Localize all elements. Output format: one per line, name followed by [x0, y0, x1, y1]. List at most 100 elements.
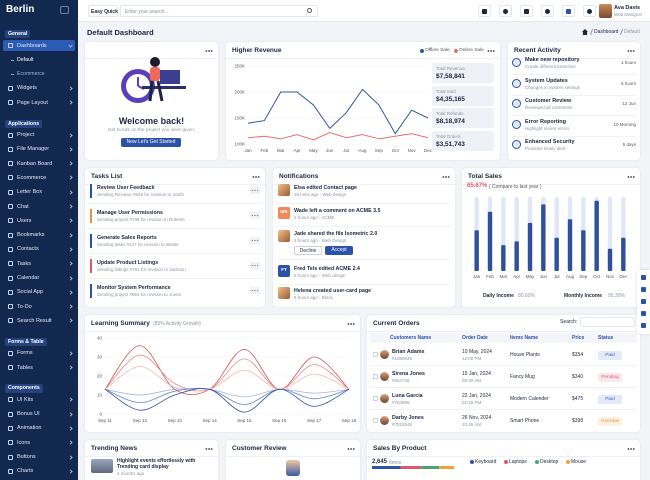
home-icon	[582, 29, 588, 35]
menu-item[interactable]: Widgets	[17, 85, 37, 92]
customer-name: Darby Jones	[392, 415, 424, 421]
user-avatar	[599, 4, 612, 18]
customer-id: #1089545	[392, 356, 413, 361]
menu-dots[interactable]	[627, 448, 635, 450]
menu-item[interactable]: Ecommerce	[17, 174, 47, 181]
menu-dots[interactable]	[252, 176, 260, 178]
x-tick-label: Mar	[499, 274, 507, 279]
chart: 0 10 20 30 40 Sep 11 Sep 12 Sep 13 Sep 14 Sep 15 S…	[97, 336, 357, 424]
activity-divider	[512, 135, 636, 137]
x-tick-label: Jun	[540, 274, 548, 279]
checkbox[interactable]	[373, 352, 378, 357]
action-button[interactable]: Decline	[294, 246, 322, 255]
menu-dots[interactable]	[627, 50, 635, 52]
order-date: 15 Jan, 2024	[462, 371, 491, 377]
welcome-text: Get to lurk on the project you were give…	[107, 128, 196, 133]
card-title: Trending News	[91, 445, 138, 452]
menu-item[interactable]: Kanban Board	[17, 160, 53, 167]
menu-item[interactable]: To-Do	[17, 303, 32, 310]
y-tick-label: 250K	[234, 64, 245, 69]
icon-glyph	[503, 8, 508, 14]
stat-label: Total Sold	[436, 88, 456, 94]
task-menu[interactable]	[250, 262, 260, 269]
bar-segment	[439, 466, 454, 469]
menu-item[interactable]: Bonus UI	[17, 411, 40, 418]
menu-dots[interactable]	[347, 448, 355, 450]
quick-menu[interactable]	[88, 5, 118, 17]
menu-item[interactable]: Users	[17, 217, 32, 224]
menu-item[interactable]: Contacts	[17, 246, 39, 253]
menu-dots[interactable]	[442, 176, 450, 178]
activity-icon	[512, 99, 521, 108]
menu-dots[interactable]	[487, 50, 495, 52]
menu-item[interactable]: Dashboards	[17, 42, 47, 49]
y-tick-label: 10	[97, 393, 103, 398]
menu-item[interactable]: Calendar	[17, 275, 40, 281]
collapse-button[interactable]	[60, 6, 69, 14]
welcome-button[interactable]: New Let's Get Started	[121, 138, 181, 147]
card-divider	[508, 58, 640, 59]
bar-segment	[372, 466, 401, 469]
menu-item[interactable]: Chat	[17, 203, 29, 210]
menu-item[interactable]: Tasks	[17, 260, 32, 267]
task-menu[interactable]	[250, 212, 260, 219]
menu-icon	[8, 43, 13, 48]
menu-dots[interactable]	[205, 50, 213, 52]
header-icon[interactable]	[583, 5, 596, 17]
header-icon[interactable]	[562, 5, 575, 17]
search-input[interactable]	[580, 317, 635, 327]
menu-item[interactable]: Social App	[17, 289, 43, 296]
task-menu[interactable]	[250, 237, 260, 244]
toolbar-icon[interactable]	[641, 311, 646, 316]
submenu-item[interactable]: Ecommerce	[17, 71, 45, 78]
x-tick-label: Apr	[294, 148, 302, 153]
menu-item[interactable]: Buttons	[17, 454, 36, 460]
header-icon[interactable]	[499, 5, 512, 17]
checkbox[interactable]	[373, 418, 378, 423]
customer-name: Brian Adams	[392, 349, 425, 355]
task-text: Sending project #564 for revision to Jon…	[97, 291, 182, 297]
avatar	[278, 184, 290, 196]
header-icon[interactable]	[478, 5, 491, 17]
breadcrumb-item[interactable]: Dashboard	[594, 29, 619, 35]
menu-item[interactable]: UI Kits	[17, 396, 34, 403]
avatar-initials: MS	[278, 207, 290, 219]
menu-item[interactable]: Animation	[17, 425, 42, 432]
checkbox[interactable]	[373, 374, 378, 379]
menu-item[interactable]: File Manager	[17, 146, 50, 153]
menu-item[interactable]: Charts	[17, 468, 34, 475]
search-box[interactable]	[120, 5, 318, 17]
menu-dots[interactable]	[347, 323, 355, 325]
menu-item[interactable]: Page Layout	[17, 99, 48, 106]
menu-icon	[8, 175, 13, 181]
notification-divider	[276, 284, 452, 285]
breadcrumb-item[interactable]: Default	[624, 29, 640, 35]
menu-item[interactable]: Bookmarks	[17, 232, 45, 239]
task-menu[interactable]	[250, 187, 260, 194]
menu-item[interactable]: Forms	[17, 350, 33, 357]
task-menu[interactable]	[250, 287, 260, 294]
menu-dots[interactable]	[205, 448, 213, 450]
menu-item[interactable]: Search Result	[17, 317, 52, 324]
toolbar-icon[interactable]	[641, 275, 646, 280]
person-legs	[148, 80, 164, 102]
customer-name: Luna Garcia	[392, 393, 423, 399]
menu-item[interactable]: Tables	[17, 364, 33, 371]
task-title: Generate Sales Reports	[97, 234, 157, 241]
x-tick-label: Aug	[566, 274, 575, 279]
menu-item[interactable]: Icons	[17, 439, 31, 446]
submenu-item[interactable]: Default	[17, 56, 34, 63]
header-icon[interactable]	[541, 5, 554, 17]
order-date: 26 Nov, 2024	[462, 415, 492, 421]
action-button[interactable]: Accept	[325, 246, 353, 255]
menu-dots[interactable]	[627, 176, 635, 178]
header-icon[interactable]	[520, 5, 533, 17]
menu-item[interactable]: Project	[17, 132, 35, 138]
toolbar-icon[interactable]	[641, 323, 646, 328]
toolbar-icon[interactable]	[641, 287, 646, 292]
toolbar-icon[interactable]	[641, 299, 646, 304]
x-tick-label: Mar	[277, 148, 285, 153]
x-tick-label: Nov	[606, 274, 615, 279]
menu-item[interactable]: Letter Box	[17, 189, 43, 196]
checkbox[interactable]	[373, 396, 378, 401]
